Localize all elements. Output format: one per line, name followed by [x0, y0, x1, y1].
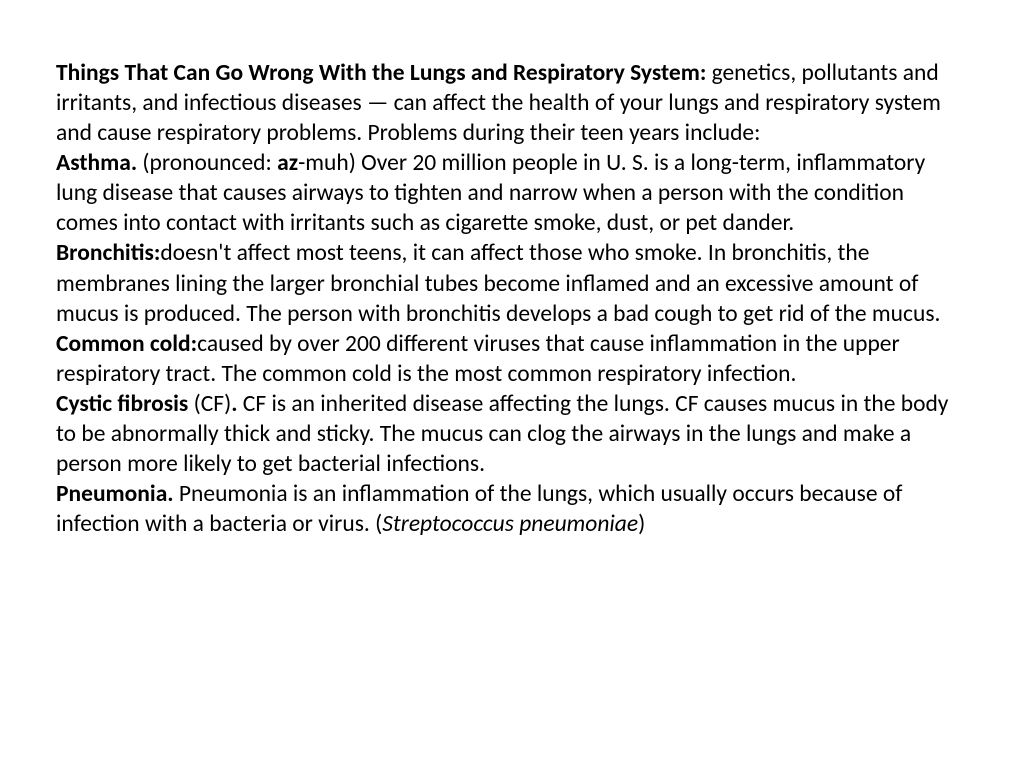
bronchitis-label: Bronchitis: [56, 239, 160, 267]
cold-label: Common cold: [56, 330, 197, 358]
asthma-pron: az [277, 149, 298, 177]
pneumonia-close: ) [638, 510, 645, 538]
intro-heading: Things That Can Go Wrong With the Lungs … [56, 59, 706, 87]
document-body: Things That Can Go Wrong With the Lungs … [56, 58, 968, 539]
pneumonia-organism: Streptococcus pneumoniae [382, 510, 638, 538]
cf-label: Cystic fibrosis [56, 390, 188, 418]
bronchitis-body: doesn't affect most teens, it can affect… [56, 239, 940, 327]
asthma-label: Asthma. [56, 149, 137, 177]
cf-paren: (CF) [188, 390, 231, 418]
asthma-pre: (pronounced: [137, 149, 277, 177]
pneumonia-label: Pneumonia. [56, 480, 174, 508]
